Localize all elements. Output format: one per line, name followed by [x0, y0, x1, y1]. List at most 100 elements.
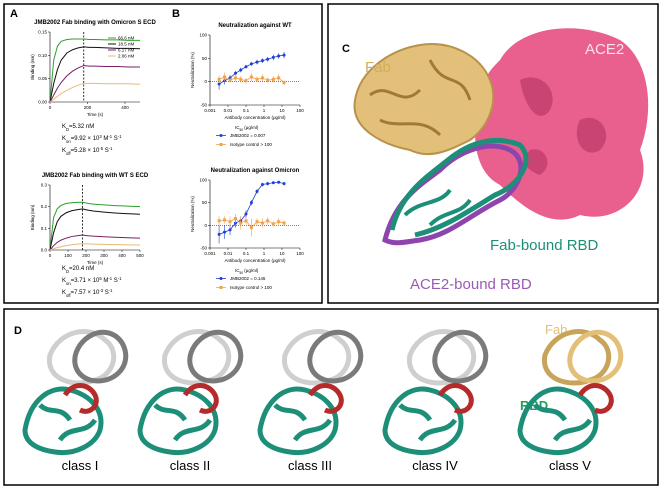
- series-line: [49, 65, 140, 103]
- x-tick-label: 300: [100, 253, 108, 258]
- x-tick-label: 400: [118, 253, 126, 258]
- marker: [266, 182, 270, 186]
- label-ace2-rbd: ACE2-bound RBD: [410, 276, 532, 293]
- label-fab: Fab: [365, 59, 391, 76]
- text-part: M: [102, 136, 109, 142]
- text-part: =9.92 × 10: [71, 136, 100, 142]
- y-tick-label: 0: [204, 79, 207, 84]
- panel-label: B: [172, 8, 180, 20]
- marker: [217, 219, 221, 223]
- x-tick-label: 1: [263, 108, 266, 113]
- label-ace2: ACE2: [585, 41, 624, 58]
- text-part: off: [66, 293, 71, 298]
- text-part: -1: [118, 134, 122, 139]
- text-part: =3.71 × 10: [71, 278, 100, 284]
- text-part: -1: [109, 146, 113, 151]
- series-line: [49, 82, 141, 103]
- text-part: -5: [99, 146, 103, 151]
- text-part: =5.32 nM: [69, 124, 94, 130]
- annotation: Kon=3.71 × 105 M-1 S-1: [62, 276, 122, 286]
- text-part: D: [66, 269, 69, 274]
- y-tick-label: -50: [200, 103, 207, 108]
- x-tick-label: 100: [296, 251, 304, 256]
- marker: [249, 226, 253, 230]
- legend-title: IC50 (μg/ml): [235, 125, 259, 132]
- x-tick-label: 1: [263, 251, 266, 256]
- rbd-strands: [403, 188, 472, 227]
- rbd-ribbon: [137, 386, 219, 456]
- x-axis-label: Antibody concentration (μg/ml): [224, 258, 286, 263]
- y-axis-label: Neutralization (%): [190, 52, 195, 88]
- marker: [228, 228, 232, 232]
- marker: [217, 82, 221, 86]
- x-tick-label: 0.1: [243, 251, 250, 256]
- annotation: KD=5.32 nM: [62, 124, 94, 132]
- text-part: -1: [108, 134, 112, 139]
- x-axis-label: Antibody concentration (μg/ml): [224, 115, 286, 120]
- marker: [244, 79, 248, 83]
- x-tick-label: 200: [84, 105, 92, 110]
- marker: [260, 221, 264, 225]
- y-tick-label: 100: [199, 178, 207, 183]
- annotation: Koff=7.57 × 10-3 S-1: [62, 288, 113, 298]
- legend-label: Isotype control > 100: [230, 142, 272, 147]
- legend-title: IC50 (μg/ml): [235, 268, 259, 275]
- text-part: 3: [99, 134, 102, 139]
- marker: [244, 212, 248, 216]
- marker: [249, 201, 253, 205]
- marker: [244, 65, 248, 69]
- fab-bound-rbd: [389, 137, 529, 238]
- marker: [255, 220, 259, 224]
- legend-label: JMB2002 = 0.146: [230, 276, 266, 281]
- x-tick-label: 500: [136, 253, 144, 258]
- chart-title: Neutralization against Omicron: [211, 168, 300, 174]
- marker: [271, 77, 275, 81]
- text-part: S: [112, 136, 118, 142]
- marker: [228, 78, 232, 82]
- marker: [249, 75, 253, 79]
- marker: [271, 55, 275, 59]
- panel-label: A: [10, 8, 18, 20]
- marker: [277, 54, 281, 58]
- marker: [233, 76, 237, 80]
- legend-label: 66.6 nM: [118, 36, 135, 41]
- chart-title: JMB2002 Fab binding with WT S ECD: [42, 173, 149, 179]
- marker: [255, 77, 259, 81]
- class-label: class IV: [412, 458, 458, 473]
- fab-strands: [369, 59, 472, 137]
- class-label: class III: [288, 458, 332, 473]
- panel-label: C: [342, 43, 350, 55]
- marker: [255, 60, 259, 64]
- y-tick-label: 0.05: [38, 76, 47, 81]
- marker: [217, 232, 221, 236]
- chart-title: Neutralization against WT: [218, 23, 292, 29]
- antibody-ribbon: [72, 329, 129, 384]
- x-tick-label: 0.01: [224, 108, 233, 113]
- marker: [244, 219, 248, 223]
- text-part: K: [62, 278, 66, 284]
- x-tick-label: 0.1: [243, 108, 250, 113]
- text-part: K: [62, 124, 66, 130]
- x-tick-label: 200: [82, 253, 90, 258]
- marker: [217, 77, 221, 81]
- y-tick-label: 0.15: [38, 30, 47, 35]
- x-axis-label: Time (s): [87, 112, 104, 117]
- legend-marker: [219, 277, 223, 280]
- series-line: [49, 38, 140, 103]
- legend-marker: [219, 143, 223, 146]
- marker: [260, 183, 264, 187]
- panel-ab-frame: [3, 3, 323, 304]
- marker: [239, 68, 243, 72]
- x-tick-label: 0.001: [204, 108, 216, 113]
- series-line: [49, 201, 141, 251]
- marker: [233, 71, 237, 75]
- text-part: on: [66, 139, 71, 144]
- annotation: KD=20.4 nM: [62, 266, 94, 274]
- annotation: Koff=5.28 × 10-5 S-1: [62, 146, 113, 156]
- text-part: (μg/ml): [243, 268, 259, 273]
- y-axis-label: Binding (nm): [30, 54, 35, 80]
- marker: [266, 219, 270, 223]
- marker: [282, 221, 286, 225]
- text-part: on: [66, 281, 71, 286]
- marker: [271, 222, 275, 226]
